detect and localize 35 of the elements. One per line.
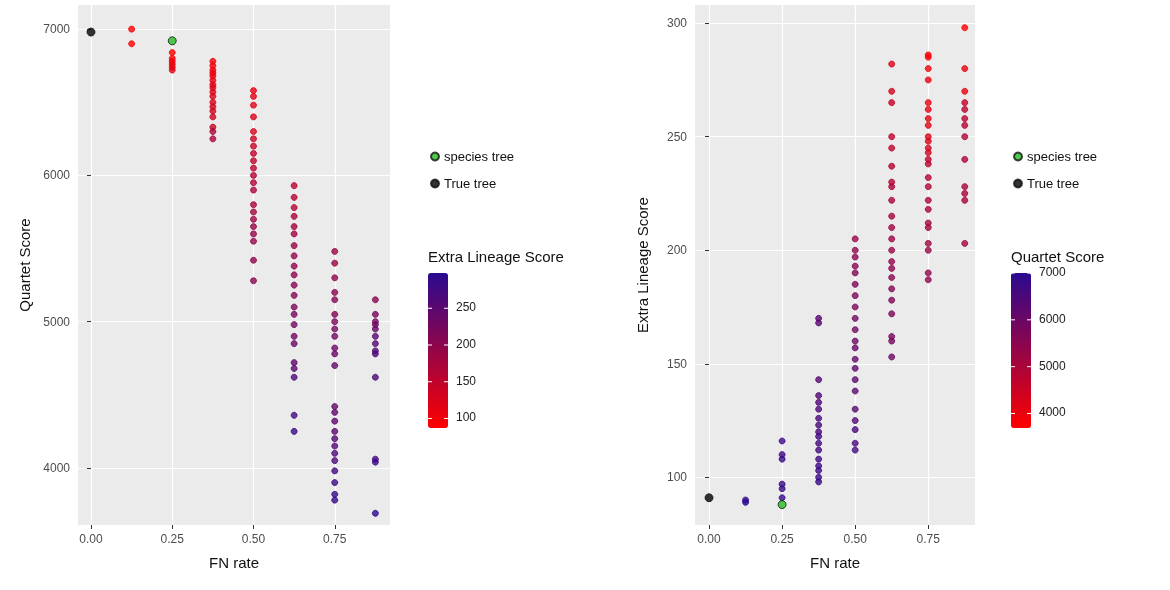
color-bar-label: 100 [456,410,477,425]
color-bar-label: 5000 [1039,358,1067,373]
legend-label: True tree [1027,176,1080,191]
x-tick-label: 0.25 [160,532,185,546]
color-bar-title: Quartet Score [1011,248,1105,265]
x-tick-label: 0.00 [79,532,103,546]
legend-label: species tree [1027,149,1098,164]
color-bar-title: Extra Lineage Score [428,248,564,265]
y-tick-label: 300 [666,16,688,31]
y-tick-label: 250 [666,129,688,144]
legend-label: True tree [444,176,497,191]
color-bar-label: 7000 [1039,265,1067,279]
x-axis-title: FN rate [208,554,260,571]
color-bar-label: 6000 [1039,311,1067,326]
x-tick-label: 0.50 [241,532,266,546]
y-tick-label: 100 [666,470,688,485]
color-bar-label: 150 [456,373,477,388]
x-axis-title: FN rate [809,554,861,571]
color-bar-label: 250 [456,300,477,315]
x-tick-label: 0.25 [770,532,795,546]
y-tick-label: 7000 [43,22,71,37]
x-tick-label: 0.75 [916,532,941,546]
y-tick-label: 150 [666,356,688,371]
y-tick-label: 5000 [43,314,71,329]
y-tick-label: 4000 [43,460,71,475]
y-tick-label: 6000 [43,168,71,183]
y-axis-title: Quartet Score [16,218,34,312]
legend-label: species tree [444,149,515,164]
color-bar-label: 200 [456,336,477,351]
x-tick-label: 0.75 [323,532,347,546]
y-tick-label: 200 [666,243,688,258]
x-tick-label: 0.50 [843,532,868,546]
y-axis-title: Extra Lineage Score [634,197,651,333]
color-bar-label: 4000 [1039,405,1067,420]
x-tick-label: 0.00 [697,532,722,546]
